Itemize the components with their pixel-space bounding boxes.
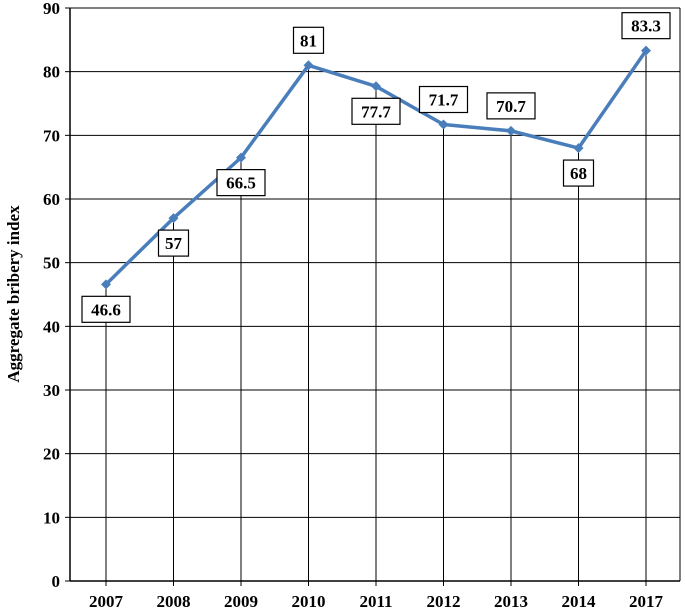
data-label: 70.7 [496, 97, 526, 116]
data-point-marker [371, 81, 381, 92]
data-point-marker [101, 279, 111, 290]
data-point-marker [573, 143, 584, 154]
x-tick-label: 2014 [562, 592, 597, 611]
data-label-box [351, 97, 401, 125]
x-tick-labels: 2007 2008 2009 2010 2011 2012 2013 2014 2017 [89, 592, 664, 611]
data-point-marker [506, 125, 516, 136]
data-point-marker [303, 60, 314, 71]
data-label: 77.7 [361, 102, 391, 121]
y-tick-label: 60 [43, 190, 60, 209]
x-tick-label: 2011 [359, 592, 392, 611]
y-tick-label: 70 [43, 126, 60, 145]
data-label-box [157, 229, 190, 257]
data-label-box [292, 26, 325, 54]
y-tick-label: 40 [43, 317, 60, 336]
data-label: 66.5 [226, 174, 256, 193]
data-label: 81 [300, 31, 317, 50]
series-line-group [101, 45, 651, 290]
data-label: 83.3 [631, 17, 661, 36]
data-label: 71.7 [429, 91, 459, 110]
x-tick-label: 2013 [494, 592, 528, 611]
data-point-marker [438, 119, 449, 130]
y-tick-label: 50 [43, 254, 60, 273]
data-label-box [562, 159, 595, 187]
data-label: 68 [570, 164, 587, 183]
data-label-box [486, 92, 536, 120]
grid-lines [65, 7, 680, 582]
y-tick-label: 30 [43, 381, 60, 400]
y-axis-title: Aggregate bribery index [4, 205, 23, 383]
data-label-box [621, 12, 671, 40]
y-tick-label: 90 [43, 0, 60, 18]
x-tick-label: 2008 [157, 592, 191, 611]
drop-lines [105, 50, 647, 586]
y-tick-labels: 0 10 20 30 40 50 60 70 80 90 [43, 0, 60, 591]
data-label-box [81, 295, 131, 323]
x-tick-label: 2010 [292, 592, 326, 611]
data-point-marker [168, 213, 179, 224]
data-label-box [216, 169, 266, 197]
y-tick-label: 0 [52, 572, 61, 591]
data-label-box [418, 85, 469, 114]
y-tick-label: 10 [43, 508, 60, 527]
x-tick-label: 2012 [427, 592, 461, 611]
data-labels: 46.6 57 66.5 81 77.7 71.7 70.7 68 83.3 [81, 12, 671, 323]
data-label: 57 [165, 234, 183, 253]
x-tick-label: 2009 [224, 592, 258, 611]
x-tick-label: 2017 [629, 592, 664, 611]
data-label: 46.6 [91, 300, 121, 319]
y-tick-label: 20 [43, 445, 60, 464]
data-point-marker [641, 45, 651, 56]
data-point-marker [236, 152, 246, 163]
y-tick-label: 80 [43, 63, 60, 82]
x-tick-label: 2007 [89, 592, 124, 611]
